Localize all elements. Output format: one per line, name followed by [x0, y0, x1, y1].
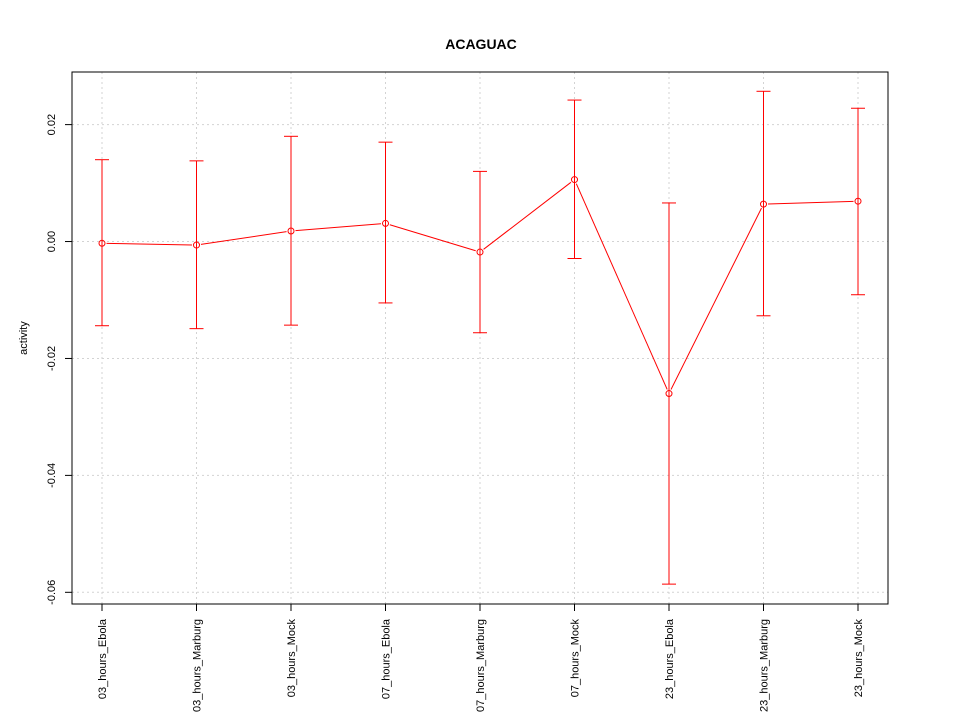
grid-lines	[72, 72, 888, 604]
series-line	[295, 223, 382, 232]
data-point	[193, 241, 200, 249]
series-line	[670, 207, 762, 390]
y-axis-label: activity	[18, 321, 30, 355]
x-tick-label: 23_hours_Ebola	[664, 618, 676, 699]
y-tick-label: 0.02	[46, 114, 58, 135]
data-point	[476, 248, 484, 256]
x-tick-label: 23_hours_Mock	[853, 619, 865, 698]
data-point	[854, 197, 862, 205]
series-line	[106, 242, 193, 246]
data-point	[98, 239, 106, 247]
plot-data	[95, 90, 865, 585]
y-tick-label: -0.02	[46, 346, 58, 371]
data-point	[571, 176, 578, 184]
series-line	[575, 183, 668, 390]
x-tick-label: 07_hours_Marburg	[475, 619, 487, 712]
x-tick-label: 23_hours_Marburg	[759, 619, 771, 712]
data-point	[665, 390, 673, 398]
x-tick-label: 07_hours_Mock	[570, 619, 582, 698]
series-line	[389, 224, 476, 252]
y-tick-label: 0.00	[46, 231, 58, 252]
x-tick-label: 03_hours_Ebola	[97, 618, 109, 699]
axes: -0.06 -0.04 -0.02 0.00 0.02 03_hours_Ebola 03_…	[46, 114, 865, 712]
series-line	[767, 200, 854, 205]
series-line	[200, 231, 287, 245]
x-tick-label: 03_hours_Marburg	[192, 619, 204, 712]
data-point	[760, 200, 767, 208]
data-point	[287, 227, 295, 235]
series-line	[483, 181, 572, 250]
x-tick-label: 07_hours_Ebola	[381, 618, 393, 699]
x-tick-label: 03_hours_Mock	[286, 619, 298, 698]
chart-title: ACAGUAC	[445, 36, 517, 52]
y-tick-label: -0.04	[46, 463, 58, 488]
data-point	[382, 219, 389, 227]
y-tick-label: -0.06	[46, 580, 58, 605]
